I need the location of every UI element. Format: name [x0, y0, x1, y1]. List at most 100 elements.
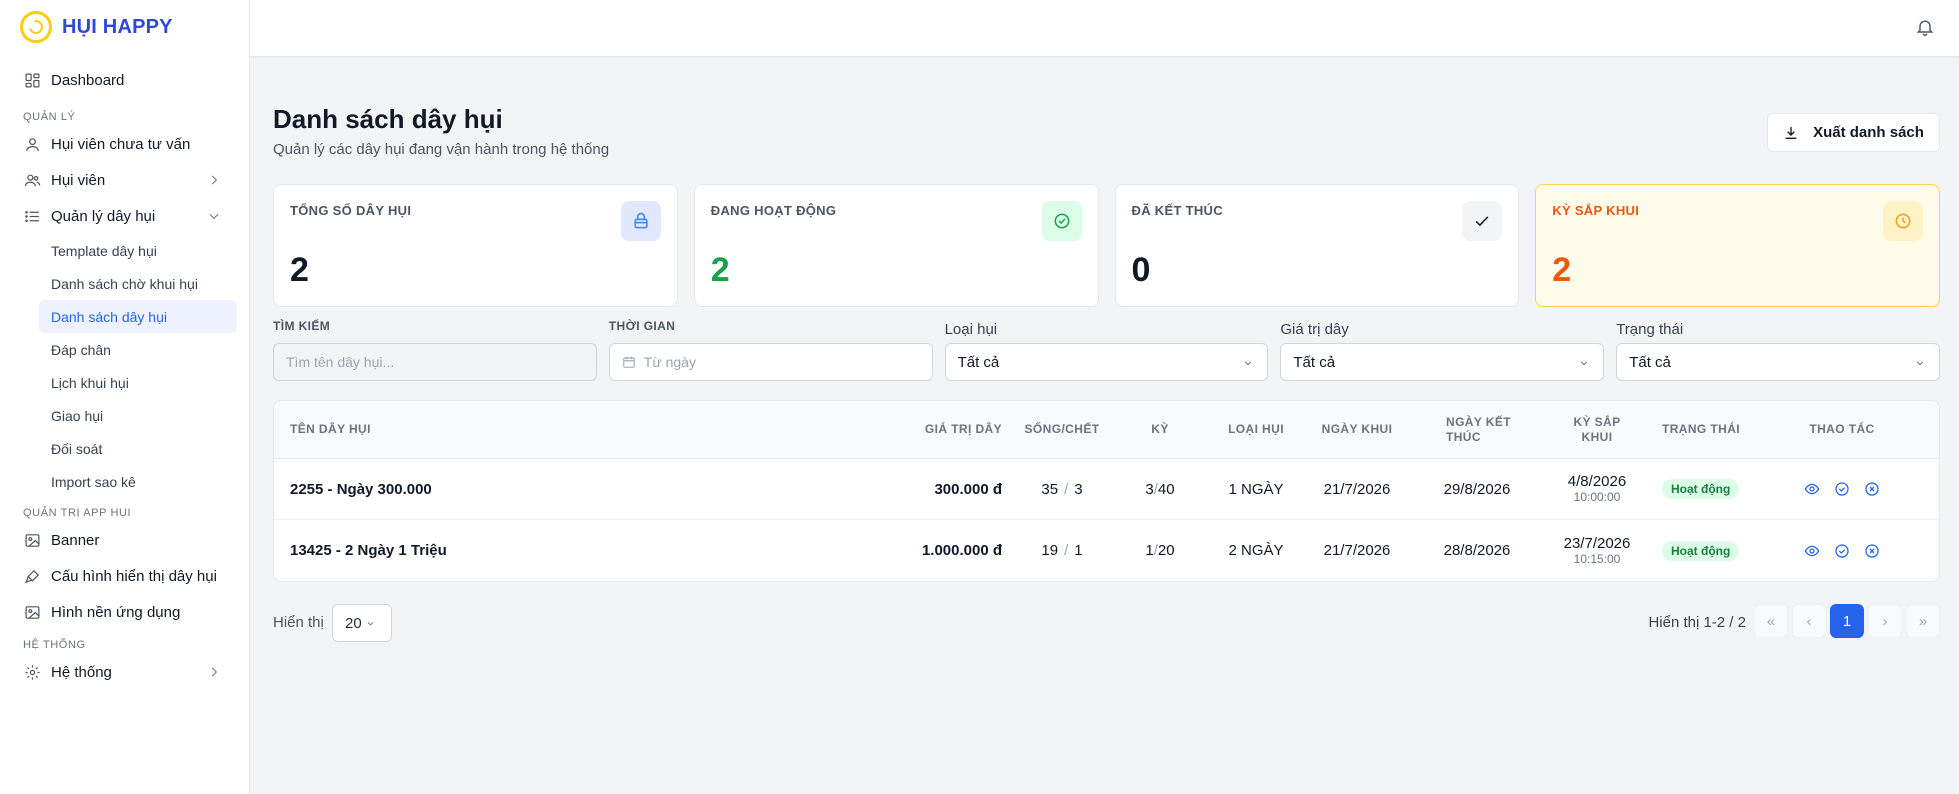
- type-select[interactable]: Tất cả: [944, 343, 1269, 381]
- export-label: Xuất danh sách: [1813, 124, 1924, 141]
- status-cell: Hoạt động: [1642, 479, 1752, 499]
- page-size-select[interactable]: 20: [332, 604, 392, 642]
- col-ky[interactable]: KỲ: [1151, 422, 1169, 436]
- cancel-icon[interactable]: [1864, 481, 1880, 497]
- first-page-button[interactable]: «: [1754, 604, 1788, 638]
- sidebar-item-app-bg[interactable]: Hình nền ứng dụng: [0, 594, 249, 630]
- col-end[interactable]: NGÀY KẾT THÚC: [1446, 414, 1511, 444]
- sidebar-subitem-template[interactable]: Template dây hụi: [51, 242, 157, 259]
- sidebar-subitem-schedule[interactable]: Lịch khui hụi: [51, 374, 129, 391]
- approve-icon[interactable]: [1834, 543, 1850, 559]
- status-badge: Hoạt động: [1662, 479, 1740, 499]
- cancel-icon[interactable]: [1864, 543, 1880, 559]
- page-title: Danh sách dây hụi: [273, 104, 503, 134]
- export-button[interactable]: Xuất danh sách: [1767, 113, 1940, 152]
- logo-icon: [20, 11, 52, 43]
- sidebar-subitem-import[interactable]: Import sao kê: [51, 473, 136, 490]
- line-name[interactable]: 13425 - 2 Ngày 1 Triệu: [290, 542, 447, 559]
- alive-dead: 35 / 3: [1004, 481, 1120, 498]
- col-type[interactable]: LOẠI HỤI: [1228, 422, 1284, 436]
- select-value: Tất cả: [1629, 353, 1671, 371]
- section-label-manage: QUẢN LÝ: [23, 111, 76, 123]
- date-placeholder: Từ ngày: [643, 354, 696, 370]
- stat-value: 2: [290, 251, 309, 289]
- bell-icon[interactable]: [1915, 17, 1935, 37]
- brand-name: HỤI HAPPY: [62, 15, 173, 38]
- sidebar-subitem-reconcile[interactable]: Đối soát: [51, 440, 103, 457]
- sidebar-item-members[interactable]: Hụi viên: [0, 162, 249, 198]
- view-icon[interactable]: [1804, 481, 1820, 497]
- next-draw: 4/8/2026 10:00:00: [1552, 473, 1642, 505]
- sidebar-item-dashboard[interactable]: Dashboard: [0, 62, 249, 98]
- dead-count: 3: [1074, 480, 1083, 498]
- status-cell: Hoạt động: [1642, 540, 1752, 561]
- alive-count: 19: [1041, 542, 1059, 559]
- sidebar-item-label: Dashboard: [51, 71, 125, 89]
- line-name[interactable]: 2255 - Ngày 300.000: [290, 480, 432, 498]
- sidebar-item-banner[interactable]: Banner: [0, 522, 249, 558]
- search-input[interactable]: [273, 343, 597, 381]
- section-label-system: HỆ THỐNG: [23, 639, 86, 651]
- sidebar-subitem-waiting[interactable]: Danh sách chờ khui hụi: [51, 275, 198, 292]
- page-button-current[interactable]: 1: [1830, 604, 1864, 638]
- stat-card-ended: ĐÃ KẾT THÚC 0: [1114, 184, 1520, 307]
- date-from-input[interactable]: Từ ngày: [608, 343, 933, 381]
- sidebar-item-display-config[interactable]: Cấu hình hiển thị dây hụi: [0, 558, 249, 594]
- ky-current: 3: [1145, 480, 1154, 498]
- separator: /: [1064, 480, 1069, 498]
- check-icon: [1462, 201, 1503, 241]
- sidebar-subitem-dap-chan[interactable]: Đáp chân: [51, 341, 111, 358]
- row-actions: [1752, 481, 1932, 497]
- col-next[interactable]: KỲ SẮP KHUI: [1573, 414, 1621, 444]
- col-value[interactable]: GIÁ TRỊ DÂY: [924, 422, 1002, 436]
- col-status[interactable]: TRẠNG THÁI: [1662, 422, 1740, 436]
- prev-page-button[interactable]: ‹: [1792, 604, 1826, 638]
- sidebar-subitem-lines[interactable]: Danh sách dây hụi: [39, 300, 237, 333]
- brand[interactable]: HỤI HAPPY: [0, 0, 249, 54]
- chevron-right-icon: [207, 173, 221, 187]
- filter-label: THỜI GIAN: [608, 319, 676, 333]
- sidebar-subitem-delivery[interactable]: Giao hụi: [51, 407, 104, 424]
- chevron-right-icon: [207, 665, 221, 679]
- last-page-button[interactable]: »: [1906, 604, 1940, 638]
- line-type: 1 NGÀY: [1228, 480, 1284, 498]
- sidebar-item-label: Hụi viên: [51, 171, 106, 189]
- stat-card-upcoming: KỲ SẮP KHUI 2: [1535, 184, 1940, 307]
- next-page-button[interactable]: ›: [1868, 604, 1902, 638]
- stat-value: 2: [710, 251, 730, 289]
- line-value: 300.000 đ: [934, 480, 1002, 498]
- col-name[interactable]: TÊN DÂY HỤI: [290, 422, 371, 436]
- next-date: 4/8/2026: [1567, 473, 1627, 490]
- sidebar-item-label: Banner: [51, 531, 100, 549]
- sidebar-item-consult[interactable]: Hụi viên chưa tư vấn: [0, 126, 249, 162]
- line-type: 2 NGÀY: [1228, 542, 1284, 559]
- col-open[interactable]: NGÀY KHUI: [1321, 422, 1393, 436]
- range-label: Hiển thị 1-2 / 2: [1648, 614, 1746, 631]
- sidebar-item-label: Hình nền ứng dụng: [51, 603, 181, 621]
- stat-cards: TỔNG SỐ DÂY HỤI 2 ĐANG HOẠT ĐỘNG 2 ĐÃ KẾ…: [273, 184, 1940, 307]
- sidebar-item-manage-lines[interactable]: Quản lý dây hụi: [0, 198, 249, 234]
- check-circle-icon: [1041, 201, 1082, 241]
- table-row[interactable]: 13425 - 2 Ngày 1 Triệu 1.000.000 đ 19/1 …: [274, 520, 1939, 581]
- stat-value: 2: [1552, 251, 1572, 289]
- sidebar-item-label: Hụi viên chưa tư vấn: [51, 135, 191, 153]
- col-life[interactable]: SỐNG/CHẾT: [1024, 422, 1100, 436]
- sidebar-item-system[interactable]: Hệ thống: [0, 654, 249, 690]
- list-icon: [23, 207, 41, 225]
- page-size-value: 20: [345, 614, 362, 632]
- col-actions: THAO TÁC: [1809, 422, 1875, 436]
- alive-count: 35: [1041, 480, 1059, 498]
- view-icon[interactable]: [1804, 543, 1820, 559]
- brush-icon: [23, 567, 41, 585]
- calendar-icon: [623, 356, 635, 368]
- approve-icon[interactable]: [1834, 481, 1850, 497]
- image-icon: [23, 531, 41, 549]
- next-time: 10:00:00: [1573, 490, 1621, 504]
- value-select[interactable]: Tất cả: [1280, 343, 1605, 381]
- table-row[interactable]: 2255 - Ngày 300.000 300.000 đ 35/3 3/40 …: [274, 459, 1939, 520]
- filter-status: Trạng thái Tất cả: [1616, 319, 1940, 381]
- status-select[interactable]: Tất cả: [1616, 343, 1940, 381]
- filter-time: THỜI GIAN Từ ngày: [608, 319, 933, 381]
- end-date: 29/8/2026: [1443, 480, 1511, 498]
- select-value: Tất cả: [1293, 353, 1336, 371]
